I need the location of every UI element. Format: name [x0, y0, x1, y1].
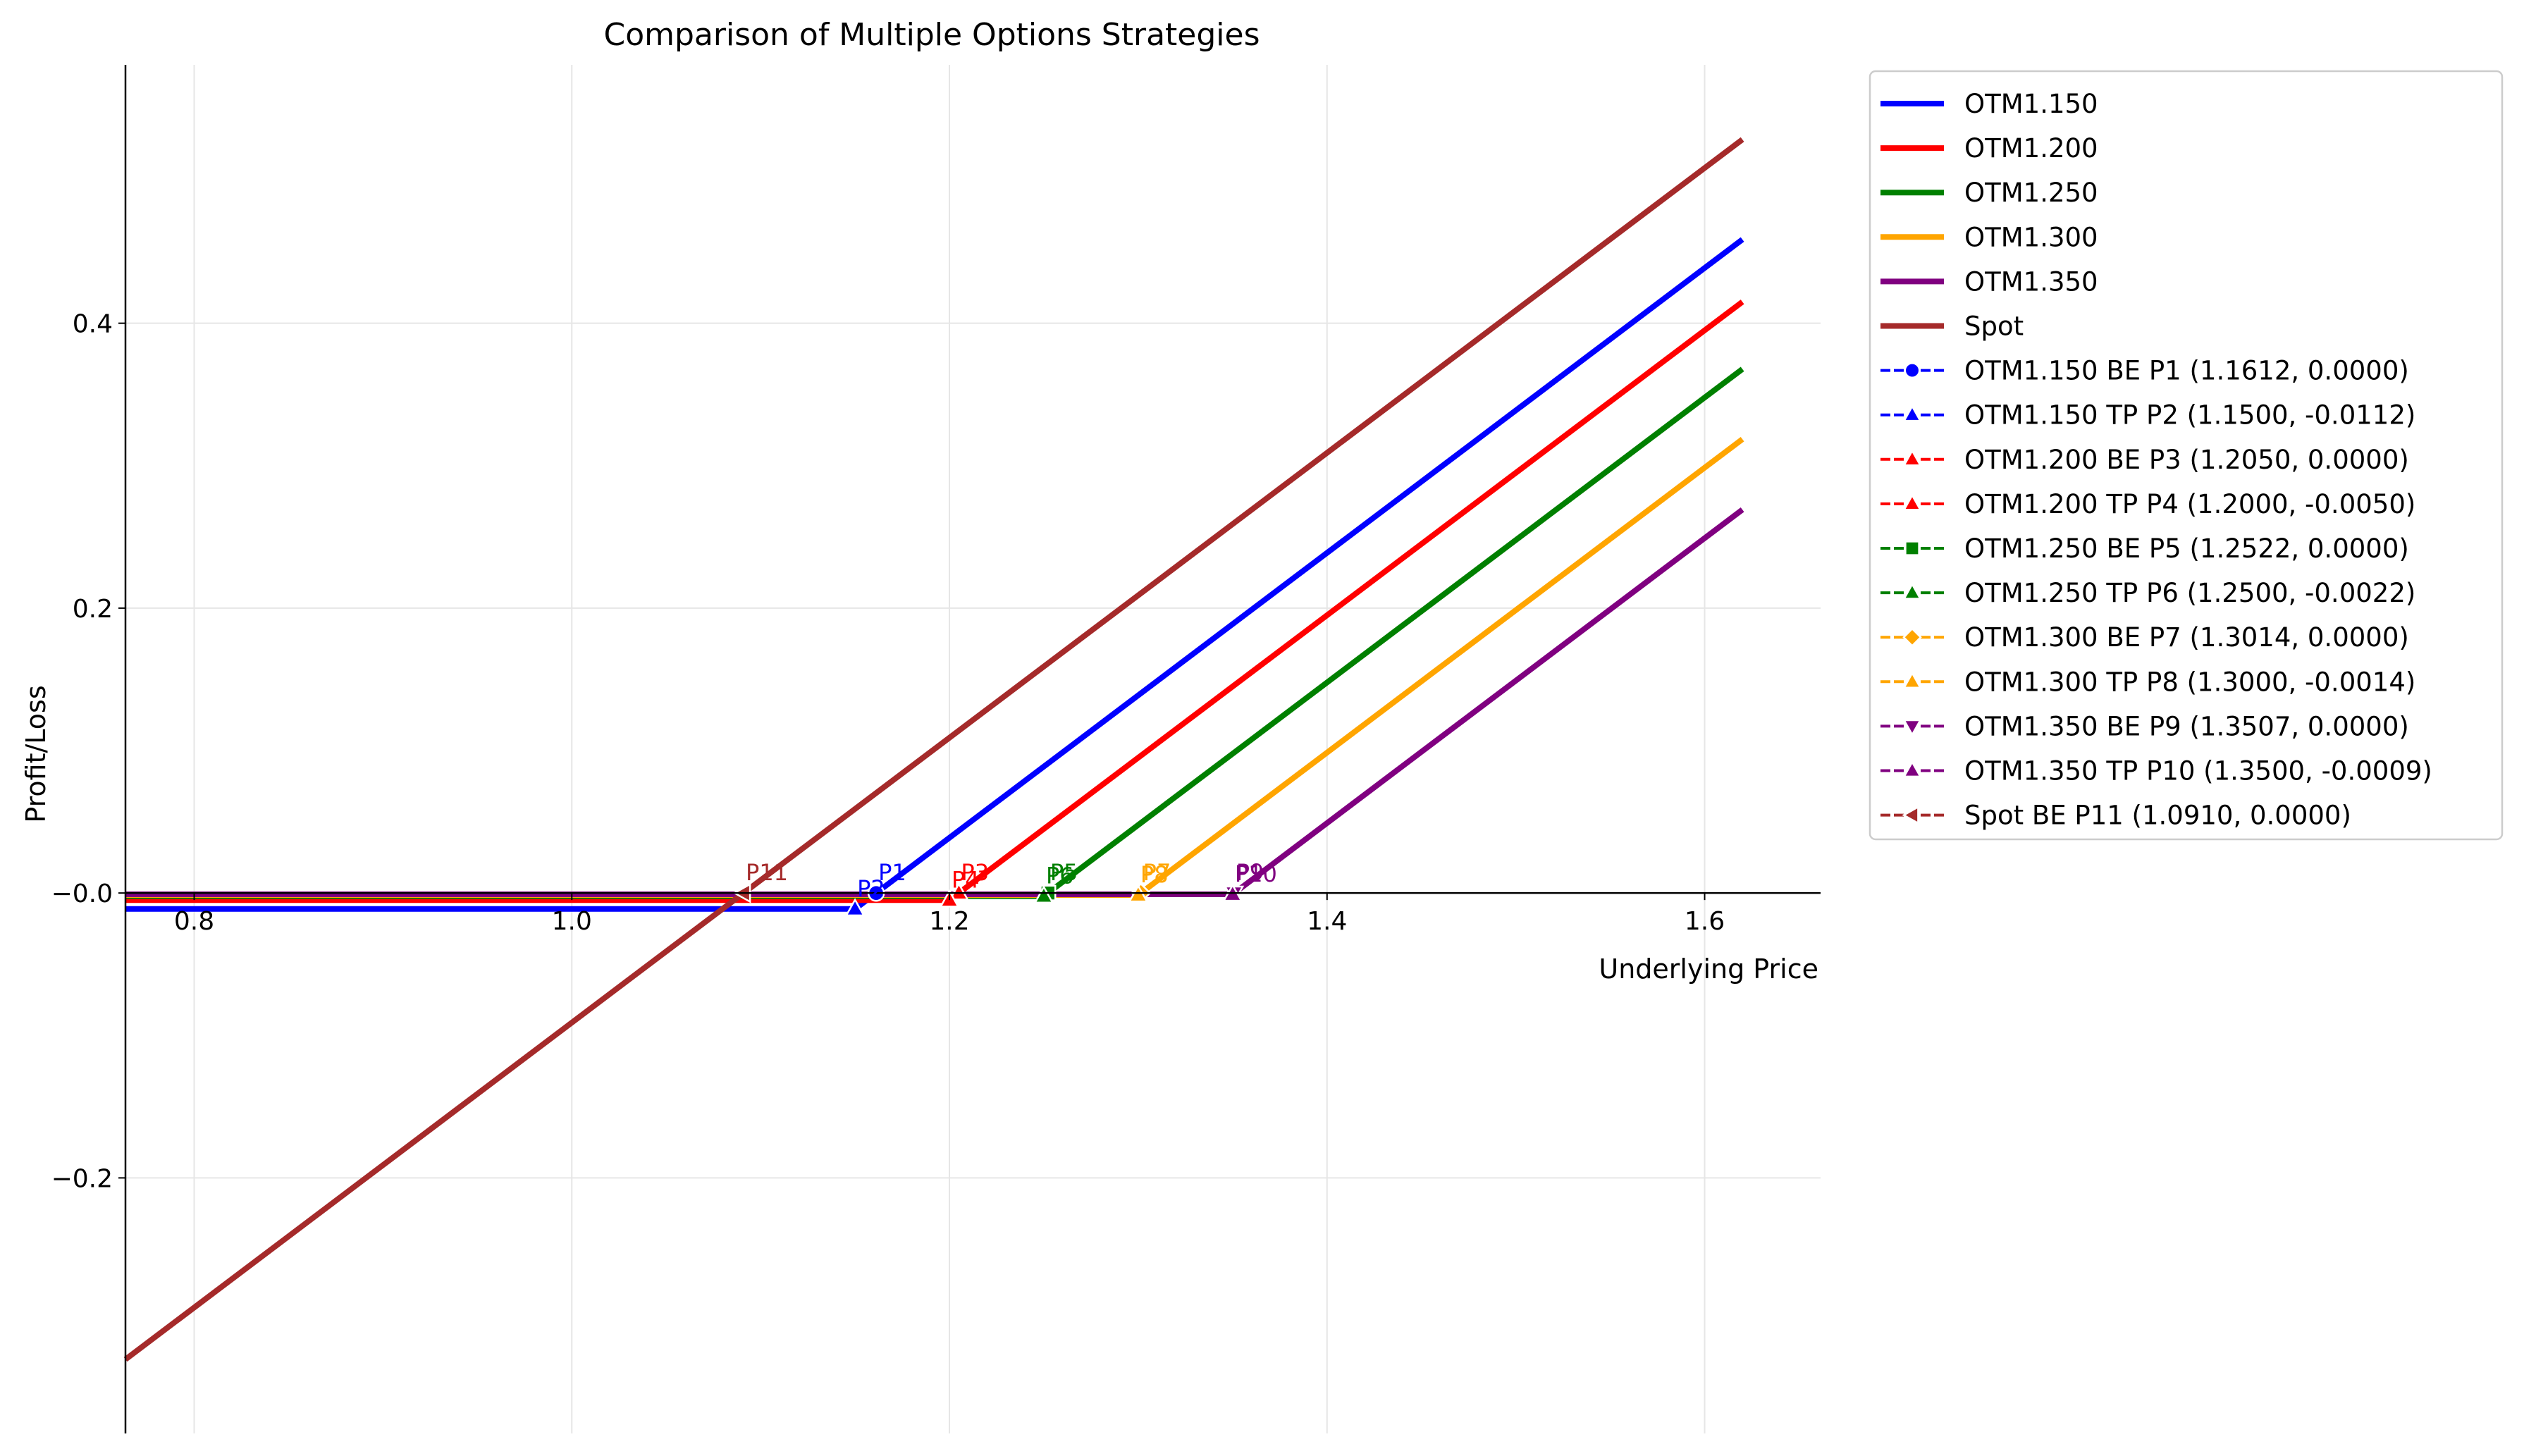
- legend-label: OTM1.150 TP P2 (1.1500, -0.0112): [1964, 400, 2415, 431]
- y-tick-label: 0.2: [73, 595, 113, 624]
- legend-marker-p11: [1902, 806, 1919, 825]
- legend-label: Spot: [1964, 311, 2024, 342]
- x-tick-label: 1.0: [552, 907, 592, 936]
- legend-label: OTM1.350 TP P10 (1.3500, -0.0009): [1964, 756, 2432, 786]
- legend-label: OTM1.200: [1964, 133, 2098, 164]
- legend-label: OTM1.250 TP P6 (1.2500, -0.0022): [1964, 578, 2415, 608]
- legend-label: OTM1.300 TP P8 (1.3000, -0.0014): [1964, 667, 2415, 697]
- legend-label: OTM1.150 BE P1 (1.1612, 0.0000): [1964, 356, 2409, 386]
- legend-marker-p5: [1904, 541, 1920, 556]
- legend-marker-p6: [1902, 582, 1922, 600]
- point-label-p10: P10: [1235, 860, 1277, 887]
- series-line-otm1.250: [125, 366, 1744, 899]
- y-axis-label: Profit/Loss: [20, 685, 51, 822]
- point-label-p5: P5: [1050, 859, 1078, 886]
- legend-marker-p9: [1902, 719, 1922, 736]
- point-marker-p6: [1033, 885, 1054, 903]
- legend-frame: [1869, 70, 2504, 841]
- legend-marker-p4: [1902, 493, 1922, 511]
- y-tick-label: −0.2: [51, 1164, 113, 1193]
- legend-label: OTM1.150: [1964, 89, 2098, 119]
- series-line-otm1.150: [125, 237, 1744, 912]
- legend-marker-p1: [1904, 362, 1921, 379]
- legend-label: OTM1.350 BE P9 (1.3507, 0.0000): [1964, 711, 2409, 741]
- point-label-p8: P8: [1140, 861, 1169, 888]
- legend-label: OTM1.200 TP P4 (1.2000, -0.0050): [1964, 489, 2415, 519]
- x-tick-label: 1.6: [1685, 907, 1725, 936]
- x-tick-label: 0.8: [174, 907, 214, 936]
- point-marker-p3: [948, 882, 969, 901]
- legend-marker-p3: [1902, 449, 1922, 467]
- chart-title: Comparison of Multiple Options Strategie…: [603, 17, 1260, 53]
- series-lines: [123, 137, 1744, 1362]
- legend-label: Spot BE P11 (1.0910, 0.0000): [1964, 801, 2351, 831]
- x-tick-label: 1.4: [1307, 907, 1347, 936]
- series-line-otm1.300: [125, 437, 1744, 898]
- legend-label: OTM1.250 BE P5 (1.2522, 0.0000): [1964, 533, 2409, 564]
- legend-marker-p10: [1902, 760, 1922, 778]
- series-line-otm1.200: [125, 300, 1744, 903]
- tick-labels: 0.8 1.0 1.2 1.4 1.6 −0.2 −0.0 0.2 0.4: [51, 310, 1725, 1194]
- point-label-p3: P3: [961, 859, 989, 886]
- point-label-p6: P6: [1046, 863, 1074, 889]
- legend-marker-p8: [1902, 671, 1922, 689]
- series-line-spot: [123, 137, 1744, 1362]
- y-tick-label: −0.0: [51, 880, 113, 908]
- point-label-p2: P2: [857, 875, 885, 902]
- point-label-p11: P11: [746, 859, 788, 886]
- y-tick-label: 0.4: [73, 310, 113, 339]
- axes: [118, 65, 1821, 1433]
- point-marker-p2: [844, 898, 866, 917]
- point-label-p7: P7: [1143, 859, 1171, 886]
- x-tick-label: 1.2: [929, 907, 969, 936]
- point-label-p9: P9: [1236, 859, 1264, 886]
- legend-marker-p2: [1902, 405, 1922, 422]
- legend-label: OTM1.300: [1964, 222, 2098, 252]
- legend-label: OTM1.300 BE P7 (1.3014, 0.0000): [1964, 622, 2409, 653]
- legend-marker-p7: [1902, 627, 1922, 647]
- series-line-otm1.350: [125, 507, 1744, 897]
- legend-label: OTM1.250: [1964, 178, 2098, 208]
- point-label-p4: P4: [952, 866, 980, 893]
- legend-label: OTM1.350: [1964, 266, 2098, 297]
- x-axis-label: Underlying Price: [1599, 954, 1818, 985]
- legend-label: OTM1.200 BE P3 (1.2050, 0.0000): [1964, 445, 2409, 475]
- legend: OTM1.150 OTM1.200 OTM1.250 OTM1.300 OTM1.350…: [1869, 70, 2504, 841]
- point-label-p1: P1: [878, 859, 906, 886]
